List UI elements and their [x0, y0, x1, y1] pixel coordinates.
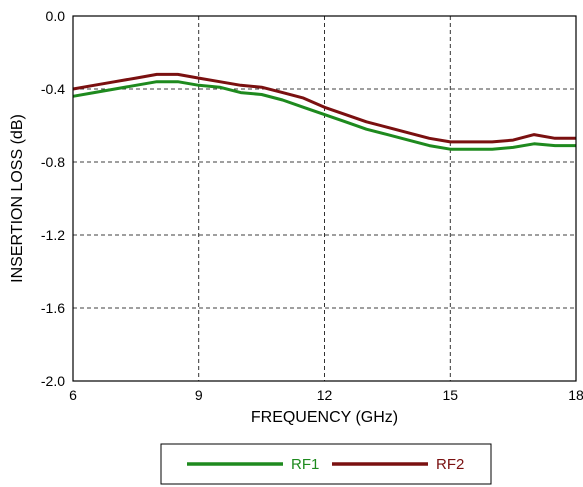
- y-tick-label: -0.4: [41, 81, 65, 97]
- x-tick-label: 12: [317, 387, 333, 403]
- y-tick-label: -1.2: [41, 227, 65, 243]
- y-tick-label: 0.0: [46, 8, 66, 24]
- x-axis-title: FREQUENCY (GHz): [251, 409, 398, 426]
- y-tick-label: -1.6: [41, 300, 65, 316]
- grid-lines: [73, 16, 576, 381]
- y-tick-label: -0.8: [41, 154, 65, 170]
- x-tick-label: 9: [195, 387, 203, 403]
- x-tick-label: 6: [69, 387, 77, 403]
- legend-label-rf2: RF2: [436, 456, 464, 473]
- legend: RF1 RF2: [160, 443, 492, 485]
- y-axis-title: INSERTION LOSS (dB): [9, 114, 26, 283]
- legend-label-rf1: RF1: [291, 456, 319, 473]
- series-line-rf2: [72, 72, 576, 144]
- series-lines: [72, 72, 576, 151]
- y-tick-label: -2.0: [41, 373, 65, 389]
- x-tick-label: 15: [442, 387, 458, 403]
- plot-frame: [72, 15, 577, 382]
- tick-labels: 6 9 12 15 18 0.0 -0.4 -0.8 -1.2 -1.6 -2.0: [41, 8, 583, 403]
- series-line-rf1: [72, 80, 576, 151]
- x-tick-label: 18: [568, 387, 583, 403]
